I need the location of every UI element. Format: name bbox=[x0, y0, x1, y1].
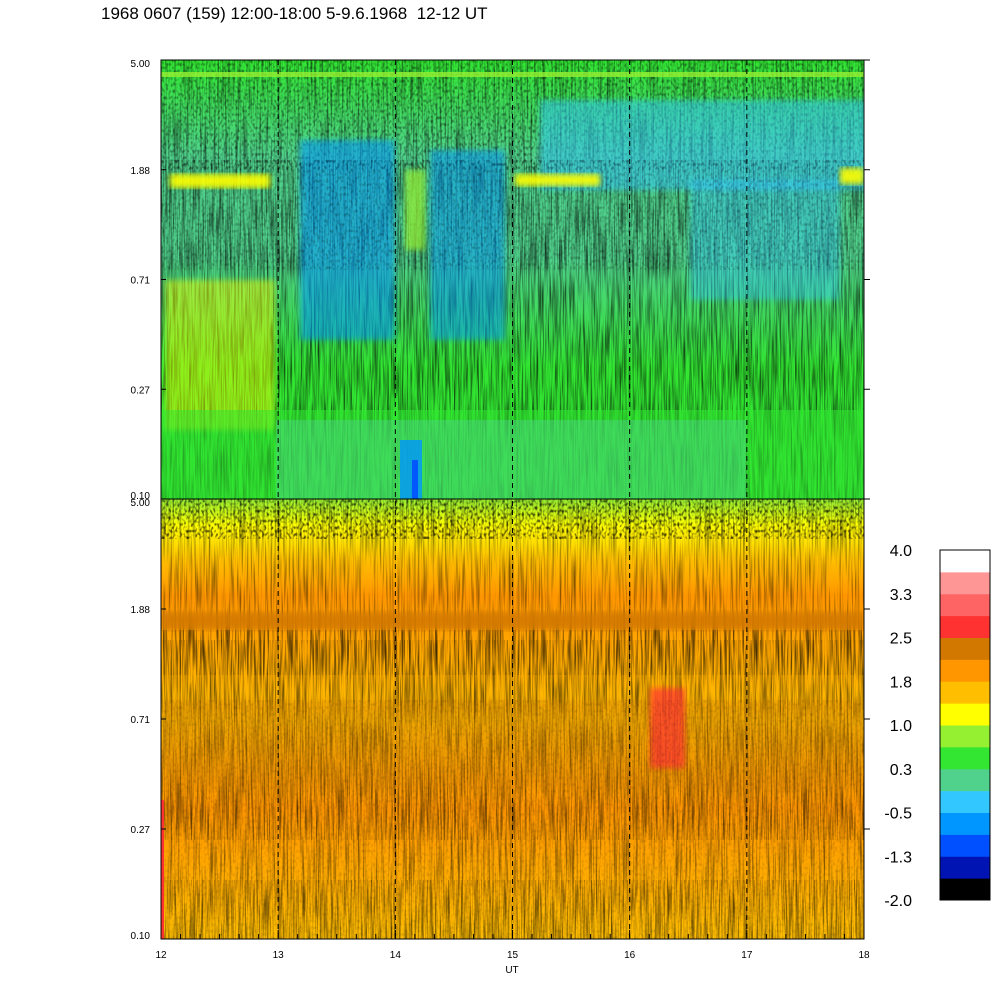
colorbar-swatch bbox=[940, 659, 990, 682]
colorbar-label: 1.0 bbox=[890, 718, 912, 735]
colorbar-label: 0.3 bbox=[890, 762, 912, 779]
x-tick-label: 15 bbox=[507, 950, 519, 961]
lower-ytick-label: 5.00 bbox=[131, 498, 151, 509]
colorbar-label: 4.0 bbox=[890, 543, 912, 560]
lower-ytick-label: 0.71 bbox=[131, 715, 151, 726]
upper-ytick-label: 0.27 bbox=[131, 385, 151, 396]
colorbar-swatch bbox=[940, 746, 990, 770]
colorbar-swatch bbox=[940, 768, 990, 792]
colorbar-swatch bbox=[940, 790, 990, 813]
colorbar: 4.0 3.3 2.5 1.8 1.0 0.3 -0.5 -1.3 -2.0 bbox=[884, 543, 991, 910]
colorbar-swatch bbox=[940, 878, 990, 901]
colorbar-label: -2.0 bbox=[884, 893, 912, 910]
upper-yellow-band bbox=[170, 168, 864, 250]
colorbar-swatch bbox=[940, 703, 990, 726]
colorbar-frame bbox=[939, 549, 991, 901]
lower-ytick-label: 1.88 bbox=[131, 605, 151, 616]
colorbar-swatch bbox=[940, 615, 990, 638]
x-ticks: 12 13 14 15 16 17 18 bbox=[155, 930, 870, 961]
colorbar-swatch bbox=[940, 812, 990, 835]
colorbar-label: -0.5 bbox=[884, 806, 912, 823]
colorbar-swatch bbox=[940, 834, 990, 857]
colorbar-label: 1.8 bbox=[890, 674, 912, 691]
colorbar-swatch bbox=[940, 637, 990, 660]
x-tick-label: 18 bbox=[858, 950, 870, 961]
colorbar-swatch bbox=[940, 681, 990, 704]
x-tick-label: 17 bbox=[741, 950, 753, 961]
colorbar-swatch bbox=[940, 571, 990, 595]
upper-ytick-label: 5.00 bbox=[131, 59, 151, 70]
upper-spectrogram bbox=[161, 60, 864, 499]
x-tick-label: 13 bbox=[273, 950, 285, 961]
colorbar-label: 3.3 bbox=[890, 587, 912, 604]
x-tick-label: 12 bbox=[155, 950, 167, 961]
upper-ytick-label: 0.71 bbox=[131, 276, 151, 287]
x-tick-label: 14 bbox=[390, 950, 402, 961]
upper-top-line bbox=[161, 72, 864, 77]
colorbar-swatch bbox=[940, 856, 990, 879]
lower-ytick-label: 0.27 bbox=[131, 825, 151, 836]
y-ticks: 5.001.880.710.270.105.001.880.710.270.10 bbox=[131, 59, 870, 942]
chart-title: 1968 0607 (159) 12:00-18:00 5-9.6.1968 1… bbox=[101, 4, 488, 23]
upper-ytick-label: 0.10 bbox=[131, 491, 151, 502]
colorbar-label: 2.5 bbox=[890, 631, 912, 648]
colorbar-swatch bbox=[940, 593, 990, 617]
colorbar-swatch bbox=[940, 725, 990, 748]
upper-ytick-label: 1.88 bbox=[131, 166, 151, 177]
x-axis-label: UT bbox=[505, 965, 518, 976]
x-tick-label: 16 bbox=[624, 950, 636, 961]
lower-ytick-label: 0.10 bbox=[131, 931, 151, 942]
lower-left-red-edge bbox=[161, 800, 164, 939]
colorbar-label: -1.3 bbox=[884, 849, 912, 866]
colorbar-swatch bbox=[940, 550, 990, 573]
time-markers bbox=[277, 60, 748, 939]
